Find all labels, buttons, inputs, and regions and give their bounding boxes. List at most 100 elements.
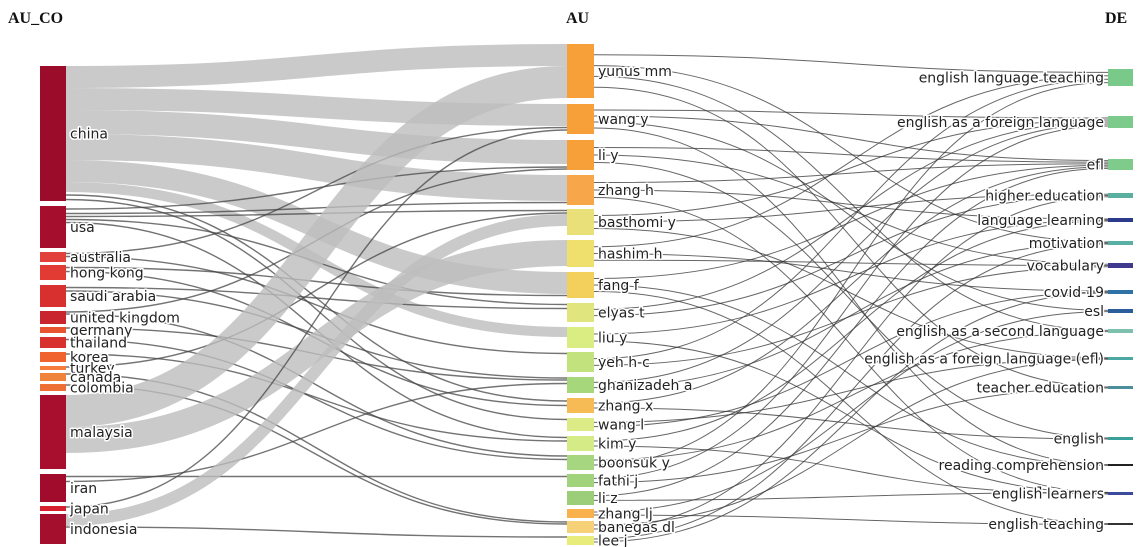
country-bar-turkey[interactable] — [40, 366, 66, 370]
country-node-iran[interactable]: iran — [40, 474, 99, 502]
author-node-elyas-t[interactable]: elyas t — [567, 303, 647, 323]
author-node-lee-j[interactable]: lee j — [567, 532, 629, 547]
keyword-bar-english-as-a-foreign-language-efl[interactable] — [1108, 357, 1133, 360]
author-node-zhang-lj[interactable]: zhang lj — [567, 505, 654, 524]
keyword-node-english[interactable]: english — [1052, 430, 1133, 449]
keyword-node-language-learning[interactable]: language learning — [976, 212, 1133, 231]
author-node-li-y[interactable]: li y — [567, 140, 620, 170]
author-node-zhang-x[interactable]: zhang x — [567, 397, 655, 416]
author-bar-fathi-j[interactable] — [567, 474, 594, 487]
author-node-wang-l[interactable]: wang l — [567, 416, 646, 435]
keyword-node-english-as-a-foreign-language[interactable]: english as a foreign language — [896, 114, 1133, 133]
author-node-kim-y[interactable]: kim y — [567, 435, 638, 454]
country-bar-malaysia[interactable] — [40, 395, 66, 469]
author-node-liu-y[interactable]: liu y — [567, 327, 629, 348]
author-bar-banegas-dl[interactable] — [567, 521, 594, 533]
author-bar-wang-l[interactable] — [567, 418, 594, 431]
author-node-hashim-h[interactable]: hashim h — [567, 240, 664, 267]
keyword-node-esl[interactable]: esl — [1083, 303, 1133, 322]
author-bar-liu-y[interactable] — [567, 327, 594, 348]
author-node-yunus-mm[interactable]: yunus mm — [567, 44, 673, 98]
keyword-bar-english-teaching[interactable] — [1108, 523, 1133, 525]
keyword-bar-language-learning[interactable] — [1108, 218, 1133, 222]
keyword-node-motivation[interactable]: motivation — [1027, 235, 1133, 254]
author-bar-yunus-mm[interactable] — [567, 44, 594, 98]
author-node-boonsuk-y[interactable]: boonsuk y — [567, 454, 671, 473]
keyword-bar-english-as-a-foreign-language[interactable] — [1108, 116, 1133, 128]
keyword-node-english-learners[interactable]: english learners — [991, 485, 1133, 504]
author-node-ghanizadeh-a[interactable]: ghanizadeh a — [567, 377, 694, 396]
country-bar-germany[interactable] — [40, 327, 66, 333]
country-node-colombia[interactable]: colombia — [40, 379, 135, 398]
country-bar-australia[interactable] — [40, 252, 66, 262]
author-node-basthomi-y[interactable]: basthomi y — [567, 209, 677, 235]
country-node-malaysia[interactable]: malaysia — [40, 395, 134, 469]
country-bar-indonesia[interactable] — [40, 514, 66, 544]
country-node-korea[interactable]: korea — [40, 349, 110, 368]
keyword-node-higher-education[interactable]: higher education — [984, 187, 1133, 206]
author-bar-li-z[interactable] — [567, 491, 594, 505]
keyword-bar-covid-19[interactable] — [1108, 290, 1133, 294]
author-node-banegas-dl[interactable]: banegas dl — [567, 519, 676, 538]
keyword-node-english-as-a-foreign-language-efl[interactable]: english as a foreign language (efl) — [863, 350, 1133, 369]
author-node-fathi-j[interactable]: fathi j — [567, 472, 640, 491]
country-node-thailand[interactable]: thailand — [40, 334, 129, 353]
keyword-node-english-language-teaching[interactable]: english language teaching — [917, 69, 1133, 88]
country-node-saudi-arabia[interactable]: saudi arabia — [40, 285, 158, 307]
author-node-yeh-h-c[interactable]: yeh h-c — [567, 352, 651, 373]
author-bar-hashim-h[interactable] — [567, 240, 594, 267]
country-node-hong-kong[interactable]: hong kong — [40, 264, 145, 283]
keyword-bar-esl[interactable] — [1108, 309, 1133, 313]
country-node-canada[interactable]: canada — [40, 369, 123, 388]
keyword-node-english-as-a-second-language[interactable]: english as a second language — [895, 323, 1133, 342]
country-bar-canada[interactable] — [40, 373, 66, 381]
keyword-node-vocabulary[interactable]: vocabulary — [1025, 257, 1133, 276]
country-node-usa[interactable]: usa — [40, 206, 96, 248]
author-bar-basthomi-y[interactable] — [567, 209, 594, 235]
country-bar-korea[interactable] — [40, 352, 66, 362]
author-bar-elyas-t[interactable] — [567, 303, 594, 322]
author-bar-boonsuk-y[interactable] — [567, 455, 594, 470]
country-node-australia[interactable]: australia — [40, 249, 132, 268]
country-bar-colombia[interactable] — [40, 384, 66, 391]
country-node-japan[interactable]: japan — [40, 500, 110, 519]
country-bar-iran[interactable] — [40, 474, 66, 502]
country-bar-china[interactable] — [40, 66, 66, 201]
author-bar-kim-y[interactable] — [567, 436, 594, 451]
keyword-bar-efl[interactable] — [1108, 159, 1133, 170]
country-node-turkey[interactable]: turkey — [40, 360, 116, 379]
keyword-bar-higher-education[interactable] — [1108, 193, 1133, 198]
keyword-node-reading-comprehension[interactable]: reading comprehension — [937, 457, 1133, 476]
author-node-wang-y[interactable]: wang y — [567, 104, 650, 134]
author-node-li-z[interactable]: li z — [567, 490, 619, 509]
keyword-bar-motivation[interactable] — [1108, 241, 1133, 245]
author-bar-zhang-x[interactable] — [567, 398, 594, 413]
country-node-united-kingdom[interactable]: united kingdom — [40, 309, 181, 328]
keyword-bar-english[interactable] — [1108, 437, 1133, 440]
keyword-node-english-teaching[interactable]: english teaching — [987, 516, 1133, 535]
keyword-bar-english-language-teaching[interactable] — [1108, 69, 1133, 86]
country-node-germany[interactable]: germany — [40, 322, 134, 341]
keyword-bar-english-as-a-second-language[interactable] — [1108, 329, 1133, 333]
country-node-indonesia[interactable]: indonesia — [40, 514, 139, 544]
country-bar-thailand[interactable] — [40, 337, 66, 348]
keyword-node-teacher-education[interactable]: teacher education — [975, 379, 1133, 398]
country-bar-hong-kong[interactable] — [40, 265, 66, 280]
country-bar-usa[interactable] — [40, 206, 66, 248]
keyword-bar-vocabulary[interactable] — [1108, 263, 1133, 268]
author-bar-fang-f[interactable] — [567, 272, 594, 298]
country-bar-united-kingdom[interactable] — [40, 311, 66, 324]
author-bar-ghanizadeh-a[interactable] — [567, 377, 594, 393]
author-bar-li-y[interactable] — [567, 140, 594, 170]
author-bar-zhang-h[interactable] — [567, 175, 594, 205]
keyword-node-covid-19[interactable]: covid-19 — [1042, 284, 1133, 303]
country-node-china[interactable]: china — [40, 66, 109, 201]
country-bar-saudi-arabia[interactable] — [40, 285, 66, 307]
keyword-bar-english-learners[interactable] — [1108, 492, 1133, 495]
author-bar-zhang-lj[interactable] — [567, 509, 594, 518]
keyword-bar-reading-comprehension[interactable] — [1108, 464, 1133, 466]
author-bar-wang-y[interactable] — [567, 104, 594, 134]
country-bar-japan[interactable] — [40, 506, 66, 511]
author-bar-yeh-h-c[interactable] — [567, 352, 594, 372]
author-bar-lee-j[interactable] — [567, 536, 594, 545]
